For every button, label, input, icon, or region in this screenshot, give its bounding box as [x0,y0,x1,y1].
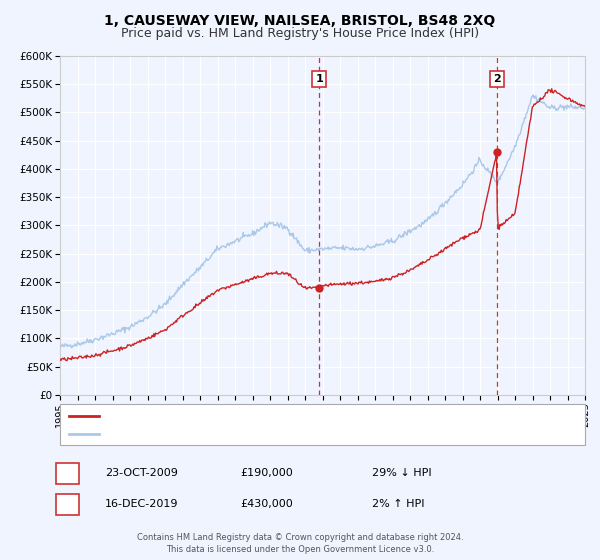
Text: Price paid vs. HM Land Registry's House Price Index (HPI): Price paid vs. HM Land Registry's House … [121,27,479,40]
Text: 1, CAUSEWAY VIEW, NAILSEA, BRISTOL, BS48 2XQ: 1, CAUSEWAY VIEW, NAILSEA, BRISTOL, BS48… [104,14,496,28]
Text: 16-DEC-2019: 16-DEC-2019 [105,499,179,509]
Text: 1: 1 [315,74,323,84]
Text: 2% ↑ HPI: 2% ↑ HPI [372,499,425,509]
Text: 2: 2 [64,499,71,509]
Text: 1: 1 [64,468,71,478]
Text: 1, CAUSEWAY VIEW, NAILSEA, BRISTOL, BS48 2XQ (detached house): 1, CAUSEWAY VIEW, NAILSEA, BRISTOL, BS48… [105,411,461,421]
Text: 2: 2 [493,74,500,84]
Text: £430,000: £430,000 [240,499,293,509]
Text: HPI: Average price, detached house, North Somerset: HPI: Average price, detached house, Nort… [105,429,380,438]
Text: 23-OCT-2009: 23-OCT-2009 [105,468,178,478]
Text: This data is licensed under the Open Government Licence v3.0.: This data is licensed under the Open Gov… [166,545,434,554]
Text: £190,000: £190,000 [240,468,293,478]
Text: 29% ↓ HPI: 29% ↓ HPI [372,468,431,478]
Text: Contains HM Land Registry data © Crown copyright and database right 2024.: Contains HM Land Registry data © Crown c… [137,533,463,542]
